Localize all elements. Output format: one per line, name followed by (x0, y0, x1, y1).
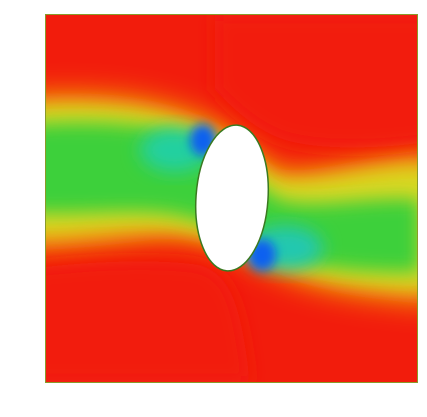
obstacle-ellipse (194, 124, 270, 272)
region-red-top (215, 15, 417, 148)
region-red-bottom (46, 261, 250, 382)
